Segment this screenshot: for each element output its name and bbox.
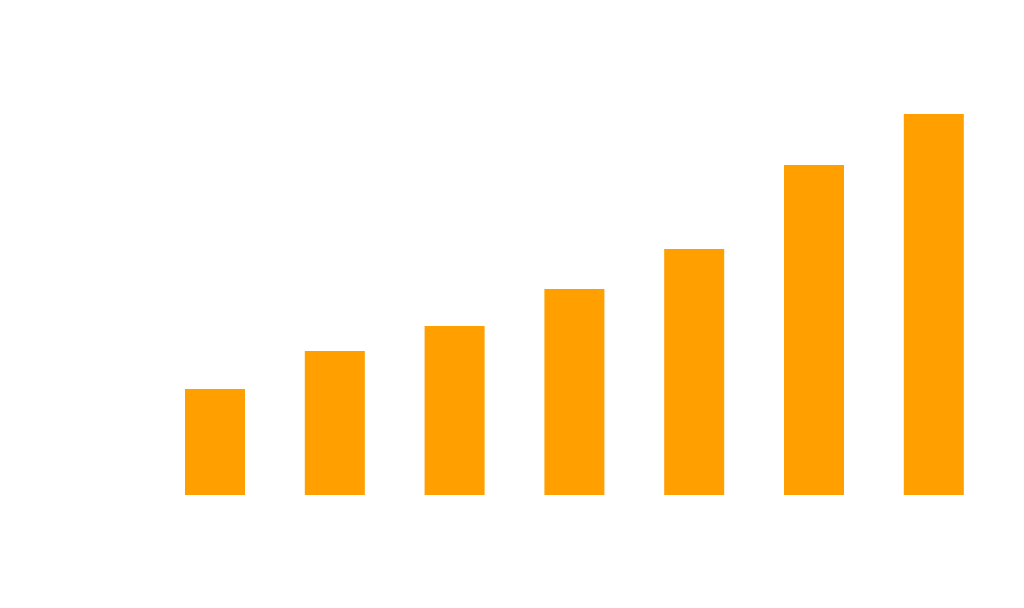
bar	[664, 249, 725, 495]
bar	[903, 114, 964, 495]
bar	[304, 351, 365, 495]
bar	[424, 326, 485, 495]
bar	[544, 289, 605, 495]
bar	[784, 165, 844, 495]
bar	[185, 389, 245, 495]
